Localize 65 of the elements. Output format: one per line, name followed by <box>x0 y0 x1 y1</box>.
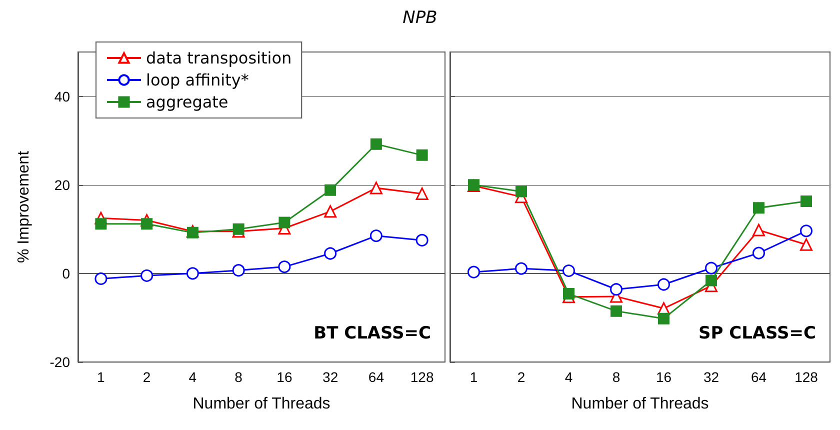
point <box>370 138 382 150</box>
point <box>706 274 717 286</box>
x-tick-label: 64 <box>750 369 767 385</box>
x-tick-label: 2 <box>142 369 151 385</box>
point <box>278 260 291 274</box>
point <box>800 195 812 207</box>
y-tick-label: -20 <box>50 354 70 370</box>
x-tick-label: 16 <box>276 369 292 385</box>
point <box>705 262 718 274</box>
point <box>141 218 153 230</box>
x-tick-label: 8 <box>234 369 243 385</box>
point <box>515 262 528 275</box>
x-tick-label: 4 <box>564 369 573 385</box>
point <box>753 202 764 214</box>
x-tick-label: 4 <box>188 369 197 385</box>
point <box>232 223 244 235</box>
point <box>516 186 527 198</box>
legend-label: data transposition <box>146 48 292 68</box>
point <box>370 182 382 194</box>
y-tick-label: 20 <box>54 176 70 193</box>
x-tick-label: 16 <box>656 369 672 385</box>
annotation: SP CLASS=C <box>698 324 816 344</box>
point <box>278 216 290 228</box>
point <box>563 288 574 300</box>
legend-label: loop affinity* <box>146 70 249 90</box>
x-tick-label: 8 <box>612 369 620 385</box>
point <box>416 187 428 200</box>
x-tick-label: 2 <box>517 369 526 385</box>
point <box>416 234 428 246</box>
x-axis-title: Number of Threads <box>571 396 709 412</box>
x-tick-label: 1 <box>470 369 478 385</box>
point <box>800 238 812 251</box>
x-tick-label: 128 <box>410 369 434 385</box>
point <box>610 283 622 296</box>
x-tick-label: 1 <box>97 369 106 385</box>
point <box>324 205 337 218</box>
point <box>800 224 812 238</box>
point <box>752 246 765 260</box>
point <box>324 184 336 196</box>
y-axis-title: % Improvement <box>16 150 32 264</box>
x-tick-label: 32 <box>703 369 720 385</box>
x-tick-label: 64 <box>368 369 384 385</box>
point <box>562 264 575 278</box>
point <box>468 266 480 278</box>
point <box>610 305 622 317</box>
chart-title: NPB <box>402 8 438 28</box>
point <box>658 278 670 291</box>
y-tick-label: 40 <box>54 88 70 104</box>
legend-label: aggregate <box>146 92 228 112</box>
point <box>658 312 670 324</box>
point <box>752 224 765 236</box>
point <box>232 264 245 277</box>
point <box>186 267 199 280</box>
x-tick-label: 128 <box>794 369 818 385</box>
point <box>416 149 428 161</box>
point <box>140 269 154 282</box>
y-tick-label: 0 <box>62 265 70 282</box>
point <box>370 230 382 242</box>
annotation: BT CLASS=C <box>314 324 432 344</box>
point <box>94 272 108 285</box>
x-tick-label: 32 <box>322 369 338 385</box>
point <box>324 247 337 260</box>
x-axis-title: Number of Threads <box>192 396 330 412</box>
point <box>95 218 107 230</box>
point <box>186 226 198 238</box>
